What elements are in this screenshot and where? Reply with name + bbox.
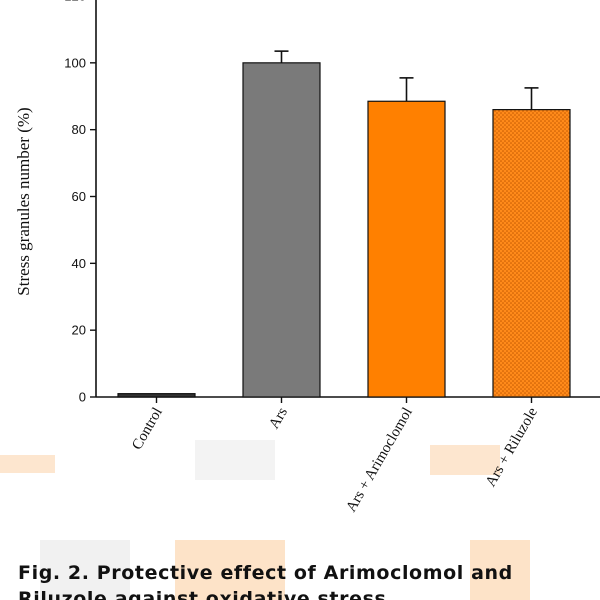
y-tick-label-0: 0: [79, 390, 86, 405]
y-tick-label-60: 60: [72, 189, 86, 204]
y-tick-label-100: 100: [64, 55, 86, 70]
caption-line-1: Fig. 2. Protective effect of Arimoclomol…: [18, 562, 513, 584]
watermark-orange-2: [470, 540, 530, 600]
y-tick-label-120: 120: [64, 0, 86, 4]
bar-0: [117, 393, 196, 398]
y-tick-label-20: 20: [72, 323, 86, 338]
y-tick-label-80: 80: [72, 122, 86, 137]
watermark-band: [0, 440, 500, 480]
figure-caption: Fig. 2. Protective effect of Arimoclomol…: [0, 540, 600, 600]
bar-2: [367, 100, 446, 398]
bar-3: [492, 109, 571, 398]
x-tick-label-2: Ars + Arimoclomol: [343, 405, 416, 515]
watermark-gray: [40, 540, 130, 600]
watermark-gray-mid: [195, 440, 275, 480]
x-tick-label-1: Ars: [266, 405, 291, 432]
x-tick-label-0: Control: [129, 405, 166, 453]
y-tick-label-40: 40: [72, 256, 86, 271]
watermark-orange-left: [0, 455, 55, 473]
watermark-orange: [175, 540, 285, 600]
watermark-orange-right: [430, 445, 500, 475]
bar-1: [242, 62, 321, 398]
chart-area: 0 20 40 60 80 100 120 Stress granules number (%…: [0, 0, 600, 515]
caption-line-2: Riluzole against oxidative stress: [18, 588, 387, 600]
bar-chart: 0 20 40 60 80 100 120 Stress granules number (%…: [0, 0, 600, 515]
y-axis-title: Stress granules number (%): [14, 107, 33, 295]
